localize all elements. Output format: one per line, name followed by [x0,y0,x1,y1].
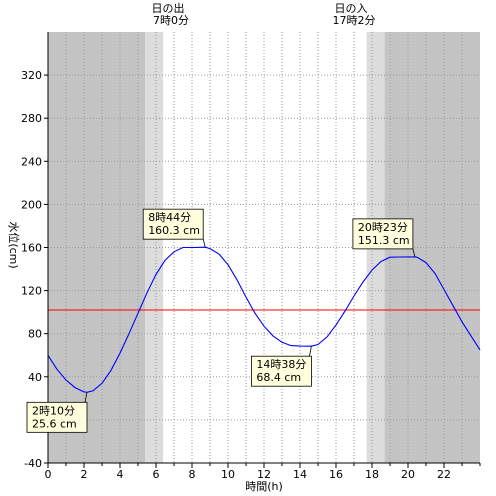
annotation-pointer [202,239,206,248]
y-tick-label: 40 [28,371,42,384]
annotation-pointer [412,248,416,257]
y-tick-label: 320 [21,69,42,82]
annotation-box [352,218,414,250]
x-tick-label: 20 [401,468,415,481]
tide-curve [47,246,481,393]
y-tick-label: 280 [21,112,42,125]
x-tick-label: 2 [81,468,88,481]
annotation-box [250,355,312,387]
y-tick-label: 120 [21,285,42,298]
y-tick-label: -40 [24,457,42,470]
sunrise-time: 7時0分 [153,14,189,27]
tide-curve-group [47,246,481,393]
annotation-value: 68.4 cm [256,371,301,384]
annotation-time: 2時10分 [32,404,75,417]
x-tick-label: 16 [329,468,343,481]
axes: -400408012016020024028032002468101214161… [21,32,481,481]
x-tick-label: 8 [189,468,196,481]
annotation-time: 20時23分 [358,221,408,234]
annotation-value: 151.3 cm [358,234,410,247]
annotation-pointer [309,346,312,357]
y-axis-title: 水位(cm) [7,221,21,268]
annotation-box [26,401,88,433]
x-tick-label: 0 [45,468,52,481]
y-tick-label: 160 [21,242,42,255]
x-tick-label: 4 [117,468,124,481]
annotation-pointer [84,392,88,403]
x-axis-title: 時間(h) [245,480,283,493]
x-tick-label: 22 [437,468,451,481]
x-tick-label: 14 [293,468,307,481]
sunset-label: 日の入 [335,2,368,15]
twilight-band-morning [145,32,164,463]
x-tick-label: 6 [153,468,160,481]
x-tick-label: 12 [257,468,271,481]
annotation-time: 8時44分 [148,211,191,224]
y-tick-label: 240 [21,155,42,168]
sunrise-label: 日の出 [152,1,185,15]
y-tick-label: 80 [28,328,42,341]
x-tick-label: 18 [365,468,379,481]
annotation-box [142,208,204,240]
annotation-value: 160.3 cm [148,224,200,237]
y-tick-label: 200 [21,198,42,211]
x-tick-label: 10 [221,468,235,481]
annotation-value: 25.6 cm [32,417,77,430]
sunset-time: 17時2分 [333,14,376,27]
annotation-time: 14時38分 [256,358,306,371]
